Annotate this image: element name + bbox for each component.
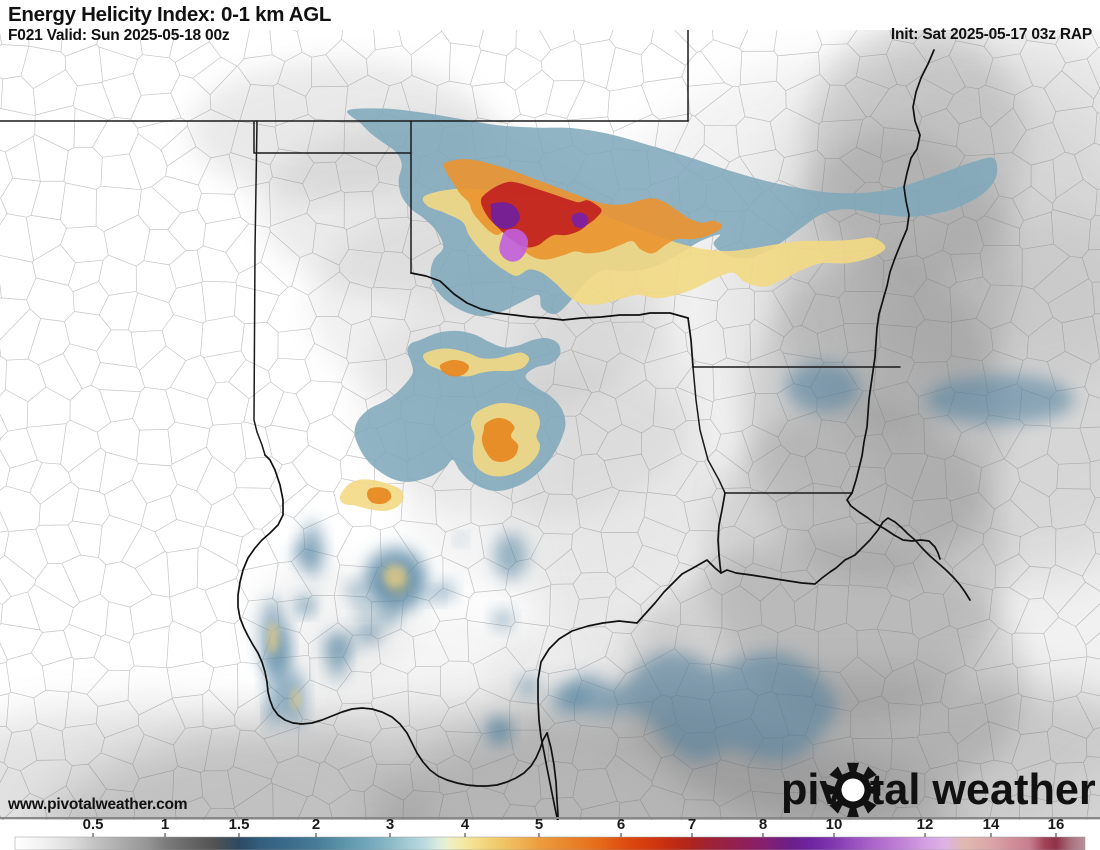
- svg-text:4: 4: [461, 816, 470, 833]
- svg-text:F021 Valid: Sun 2025-05-18 00z: F021 Valid: Sun 2025-05-18 00z: [8, 27, 230, 44]
- svg-text:1: 1: [161, 816, 169, 833]
- svg-text:Init: Sat 2025-05-17 03z RAP: Init: Sat 2025-05-17 03z RAP: [891, 26, 1092, 43]
- svg-text:16: 16: [1048, 816, 1065, 833]
- svg-text:8: 8: [759, 816, 767, 833]
- svg-text:3: 3: [386, 816, 394, 833]
- svg-text:www.pivotalweather.com: www.pivotalweather.com: [7, 796, 187, 813]
- svg-text:1.5: 1.5: [229, 816, 250, 833]
- svg-text:7: 7: [688, 816, 696, 833]
- svg-text:10: 10: [826, 816, 843, 833]
- svg-text:6: 6: [617, 816, 625, 833]
- svg-text:2: 2: [312, 816, 320, 833]
- svg-text:0.5: 0.5: [83, 816, 104, 833]
- svg-text:14: 14: [983, 816, 1000, 833]
- svg-text:12: 12: [917, 816, 934, 833]
- svg-text:Energy Helicity Index: 0-1 km: Energy Helicity Index: 0-1 km AGL: [8, 3, 331, 26]
- svg-text:5: 5: [535, 816, 543, 833]
